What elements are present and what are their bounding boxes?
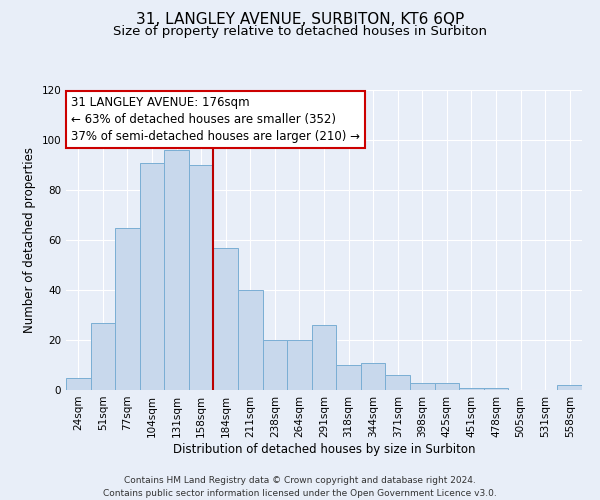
Bar [410, 382, 434, 390]
Bar [557, 385, 582, 390]
Y-axis label: Number of detached properties: Number of detached properties [23, 147, 36, 333]
Bar [66, 378, 91, 390]
Text: Contains HM Land Registry data © Crown copyright and database right 2024.
Contai: Contains HM Land Registry data © Crown c… [103, 476, 497, 498]
Bar [385, 375, 410, 390]
Bar [434, 382, 459, 390]
Bar [336, 365, 361, 390]
Bar [312, 325, 336, 390]
Bar [287, 340, 312, 390]
Bar [361, 362, 385, 390]
Bar [263, 340, 287, 390]
Bar [238, 290, 263, 390]
Text: Size of property relative to detached houses in Surbiton: Size of property relative to detached ho… [113, 25, 487, 38]
Text: 31 LANGLEY AVENUE: 176sqm
← 63% of detached houses are smaller (352)
37% of semi: 31 LANGLEY AVENUE: 176sqm ← 63% of detac… [71, 96, 360, 143]
Bar [189, 165, 214, 390]
X-axis label: Distribution of detached houses by size in Surbiton: Distribution of detached houses by size … [173, 442, 475, 456]
Bar [459, 388, 484, 390]
Bar [214, 248, 238, 390]
Bar [484, 388, 508, 390]
Bar [115, 228, 140, 390]
Text: 31, LANGLEY AVENUE, SURBITON, KT6 6QP: 31, LANGLEY AVENUE, SURBITON, KT6 6QP [136, 12, 464, 28]
Bar [140, 162, 164, 390]
Bar [91, 322, 115, 390]
Bar [164, 150, 189, 390]
